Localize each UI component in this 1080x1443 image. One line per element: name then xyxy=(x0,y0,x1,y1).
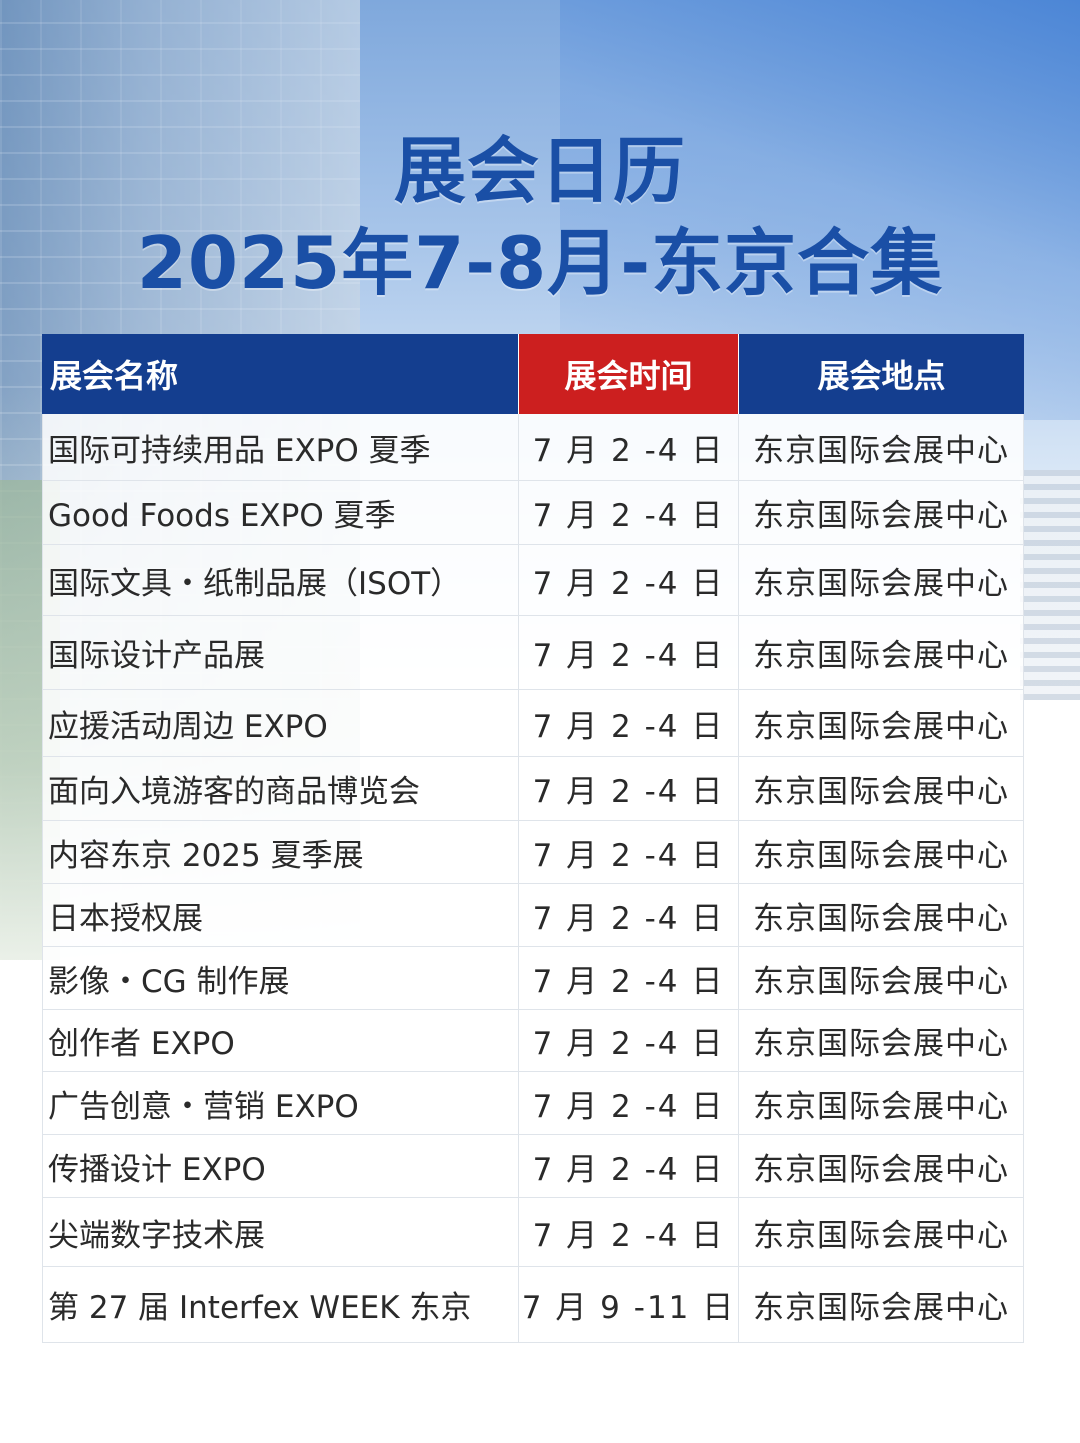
table-row: 日本授权展 7 月 2 -4 日 东京国际会展中心 xyxy=(42,884,1024,947)
cell-name: 应援活动周边 EXPO xyxy=(48,708,328,745)
cell-place: 东京国际会展中心 xyxy=(738,481,1023,544)
cell-place: 东京国际会展中心 xyxy=(738,1072,1023,1134)
cell-name: 广告创意・营销 EXPO xyxy=(48,1088,359,1125)
cell-name: 国际可持续用品 EXPO 夏季 xyxy=(48,432,431,469)
cell-time: 7 月 2 -4 日 xyxy=(518,1072,738,1134)
table-row: 国际可持续用品 EXPO 夏季 7 月 2 -4 日 东京国际会展中心 xyxy=(42,414,1024,481)
exhibition-table: 展会名称 展会时间 展会地点 国际可持续用品 EXPO 夏季 7 月 2 -4 … xyxy=(42,334,1024,1343)
table-row: 传播设计 EXPO 7 月 2 -4 日 东京国际会展中心 xyxy=(42,1135,1024,1198)
cell-place: 东京国际会展中心 xyxy=(738,616,1023,689)
table-row: 第 27 届 Interfex WEEK 东京 7 月 9 -11 日 东京国际… xyxy=(42,1267,1024,1343)
cell-place: 东京国际会展中心 xyxy=(738,690,1023,756)
table-row: Good Foods EXPO 夏季 7 月 2 -4 日 东京国际会展中心 xyxy=(42,481,1024,545)
header-time: 展会时间 xyxy=(518,334,738,414)
cell-time: 7 月 2 -4 日 xyxy=(518,821,738,883)
cell-time: 7 月 2 -4 日 xyxy=(518,481,738,544)
cell-name: 尖端数字技术展 xyxy=(48,1217,265,1254)
header-place: 展会地点 xyxy=(738,334,1024,414)
page-title: 展会日历 xyxy=(393,129,686,213)
cell-place: 东京国际会展中心 xyxy=(738,947,1023,1009)
cell-name: 影像・CG 制作展 xyxy=(48,963,290,1000)
table-row: 应援活动周边 EXPO 7 月 2 -4 日 东京国际会展中心 xyxy=(42,690,1024,757)
table-row: 尖端数字技术展 7 月 2 -4 日 东京国际会展中心 xyxy=(42,1198,1024,1267)
cell-place: 东京国际会展中心 xyxy=(738,414,1023,480)
cell-name: 国际设计产品展 xyxy=(48,638,265,674)
cell-place: 东京国际会展中心 xyxy=(738,821,1023,883)
table-row: 内容东京 2025 夏季展 7 月 2 -4 日 东京国际会展中心 xyxy=(42,821,1024,884)
cell-name: 传播设计 EXPO xyxy=(48,1151,266,1188)
table-row: 国际文具・纸制品展（ISOT） 7 月 2 -4 日 东京国际会展中心 xyxy=(42,545,1024,616)
cell-name: 内容东京 2025 夏季展 xyxy=(48,837,364,874)
table-row: 国际设计产品展 7 月 2 -4 日 东京国际会展中心 xyxy=(42,616,1024,690)
cell-place: 东京国际会展中心 xyxy=(738,1135,1023,1197)
cell-place: 东京国际会展中心 xyxy=(738,1267,1023,1342)
cell-time: 7 月 2 -4 日 xyxy=(518,947,738,1009)
table-row: 创作者 EXPO 7 月 2 -4 日 东京国际会展中心 xyxy=(42,1010,1024,1072)
background-building-right xyxy=(1020,470,1080,700)
cell-time: 7 月 2 -4 日 xyxy=(518,545,738,615)
cell-place: 东京国际会展中心 xyxy=(738,757,1023,820)
cell-place: 东京国际会展中心 xyxy=(738,1198,1023,1266)
cell-name: 创作者 EXPO xyxy=(48,1026,235,1062)
page-subtitle: 2025年7-8月-东京合集 xyxy=(136,221,944,305)
cell-name: 国际文具・纸制品展（ISOT） xyxy=(48,565,462,602)
cell-name: 面向入境游客的商品博览会 xyxy=(48,774,420,810)
table-row: 影像・CG 制作展 7 月 2 -4 日 东京国际会展中心 xyxy=(42,947,1024,1010)
cell-place: 东京国际会展中心 xyxy=(738,884,1023,946)
cell-time: 7 月 2 -4 日 xyxy=(518,414,738,480)
table-row: 面向入境游客的商品博览会 7 月 2 -4 日 东京国际会展中心 xyxy=(42,757,1024,821)
cell-place: 东京国际会展中心 xyxy=(738,545,1023,615)
header-name: 展会名称 xyxy=(42,334,518,414)
cell-name: Good Foods EXPO 夏季 xyxy=(48,498,396,534)
cell-name: 日本授权展 xyxy=(48,900,203,937)
cell-time: 7 月 2 -4 日 xyxy=(518,616,738,689)
cell-time: 7 月 2 -4 日 xyxy=(518,690,738,756)
cell-name: 第 27 届 Interfex WEEK 东京 xyxy=(48,1290,472,1326)
cell-time: 7 月 2 -4 日 xyxy=(518,1010,738,1071)
cell-time: 7 月 9 -11 日 xyxy=(518,1267,738,1342)
cell-place: 东京国际会展中心 xyxy=(738,1010,1023,1071)
cell-time: 7 月 2 -4 日 xyxy=(518,884,738,946)
table-header: 展会名称 展会时间 展会地点 xyxy=(42,334,1024,414)
table-row: 广告创意・营销 EXPO 7 月 2 -4 日 东京国际会展中心 xyxy=(42,1072,1024,1135)
cell-time: 7 月 2 -4 日 xyxy=(518,757,738,820)
cell-time: 7 月 2 -4 日 xyxy=(518,1198,738,1266)
cell-time: 7 月 2 -4 日 xyxy=(518,1135,738,1197)
